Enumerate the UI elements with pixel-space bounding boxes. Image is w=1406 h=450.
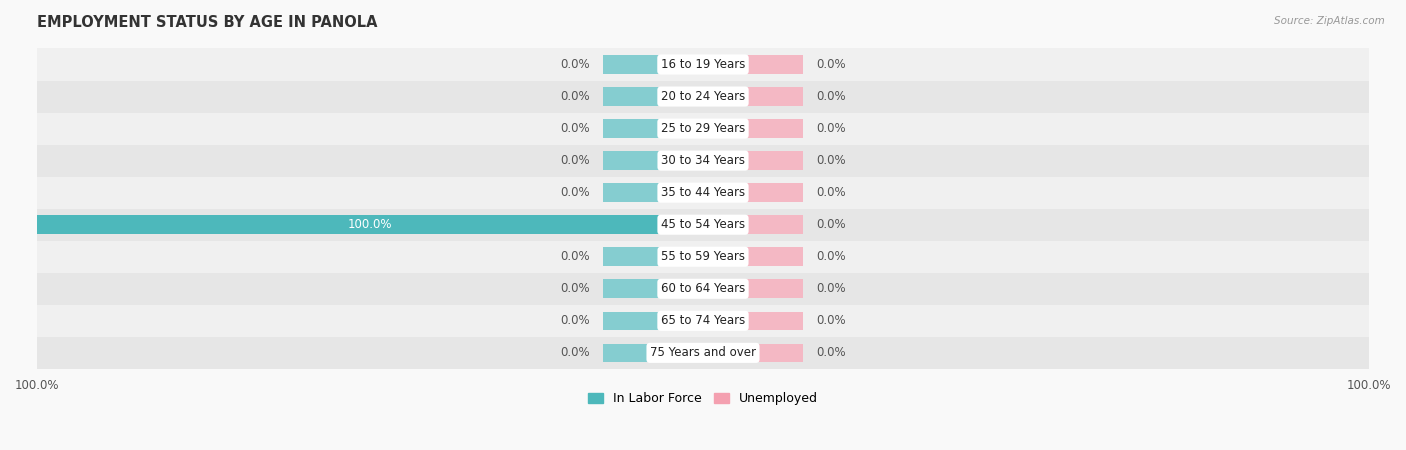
Text: Source: ZipAtlas.com: Source: ZipAtlas.com [1274, 16, 1385, 26]
Text: 0.0%: 0.0% [815, 315, 846, 327]
Text: 35 to 44 Years: 35 to 44 Years [661, 186, 745, 199]
Text: 0.0%: 0.0% [560, 186, 591, 199]
Text: 0.0%: 0.0% [560, 315, 591, 327]
Bar [603, 311, 703, 330]
Text: 65 to 74 Years: 65 to 74 Years [661, 315, 745, 327]
Text: 0.0%: 0.0% [815, 90, 846, 103]
Text: 0.0%: 0.0% [560, 250, 591, 263]
Bar [37, 216, 703, 234]
Bar [703, 216, 803, 234]
Text: 20 to 24 Years: 20 to 24 Years [661, 90, 745, 103]
Bar [603, 248, 703, 266]
Bar [37, 49, 1369, 81]
Text: 100.0%: 100.0% [347, 218, 392, 231]
Bar [703, 55, 803, 74]
Text: 0.0%: 0.0% [560, 346, 591, 360]
Text: 0.0%: 0.0% [815, 186, 846, 199]
Bar [703, 248, 803, 266]
Text: 30 to 34 Years: 30 to 34 Years [661, 154, 745, 167]
Text: 0.0%: 0.0% [560, 122, 591, 135]
Text: 45 to 54 Years: 45 to 54 Years [661, 218, 745, 231]
Bar [703, 344, 803, 362]
Bar [37, 305, 1369, 337]
Text: 0.0%: 0.0% [815, 250, 846, 263]
Bar [703, 87, 803, 106]
Bar [603, 183, 703, 202]
Bar [603, 344, 703, 362]
Bar [37, 81, 1369, 112]
Text: 0.0%: 0.0% [560, 58, 591, 71]
Bar [37, 177, 1369, 209]
Text: 0.0%: 0.0% [815, 346, 846, 360]
Bar [603, 119, 703, 138]
Bar [603, 55, 703, 74]
Bar [603, 87, 703, 106]
Bar [37, 112, 1369, 144]
Text: 16 to 19 Years: 16 to 19 Years [661, 58, 745, 71]
Bar [37, 337, 1369, 369]
Bar [703, 119, 803, 138]
Bar [37, 273, 1369, 305]
Text: 0.0%: 0.0% [815, 58, 846, 71]
Text: 0.0%: 0.0% [560, 90, 591, 103]
Text: 0.0%: 0.0% [815, 122, 846, 135]
Bar [37, 241, 1369, 273]
Legend: In Labor Force, Unemployed: In Labor Force, Unemployed [583, 387, 823, 410]
Text: 0.0%: 0.0% [815, 154, 846, 167]
Text: 0.0%: 0.0% [560, 282, 591, 295]
Text: 0.0%: 0.0% [815, 282, 846, 295]
Bar [703, 151, 803, 170]
Text: 0.0%: 0.0% [560, 154, 591, 167]
Bar [37, 209, 1369, 241]
Bar [703, 311, 803, 330]
Bar [703, 183, 803, 202]
Bar [37, 144, 1369, 177]
Bar [603, 151, 703, 170]
Text: 0.0%: 0.0% [815, 218, 846, 231]
Text: 25 to 29 Years: 25 to 29 Years [661, 122, 745, 135]
Text: 60 to 64 Years: 60 to 64 Years [661, 282, 745, 295]
Bar [703, 279, 803, 298]
Text: EMPLOYMENT STATUS BY AGE IN PANOLA: EMPLOYMENT STATUS BY AGE IN PANOLA [37, 15, 378, 30]
Text: 55 to 59 Years: 55 to 59 Years [661, 250, 745, 263]
Text: 75 Years and over: 75 Years and over [650, 346, 756, 360]
Bar [603, 279, 703, 298]
